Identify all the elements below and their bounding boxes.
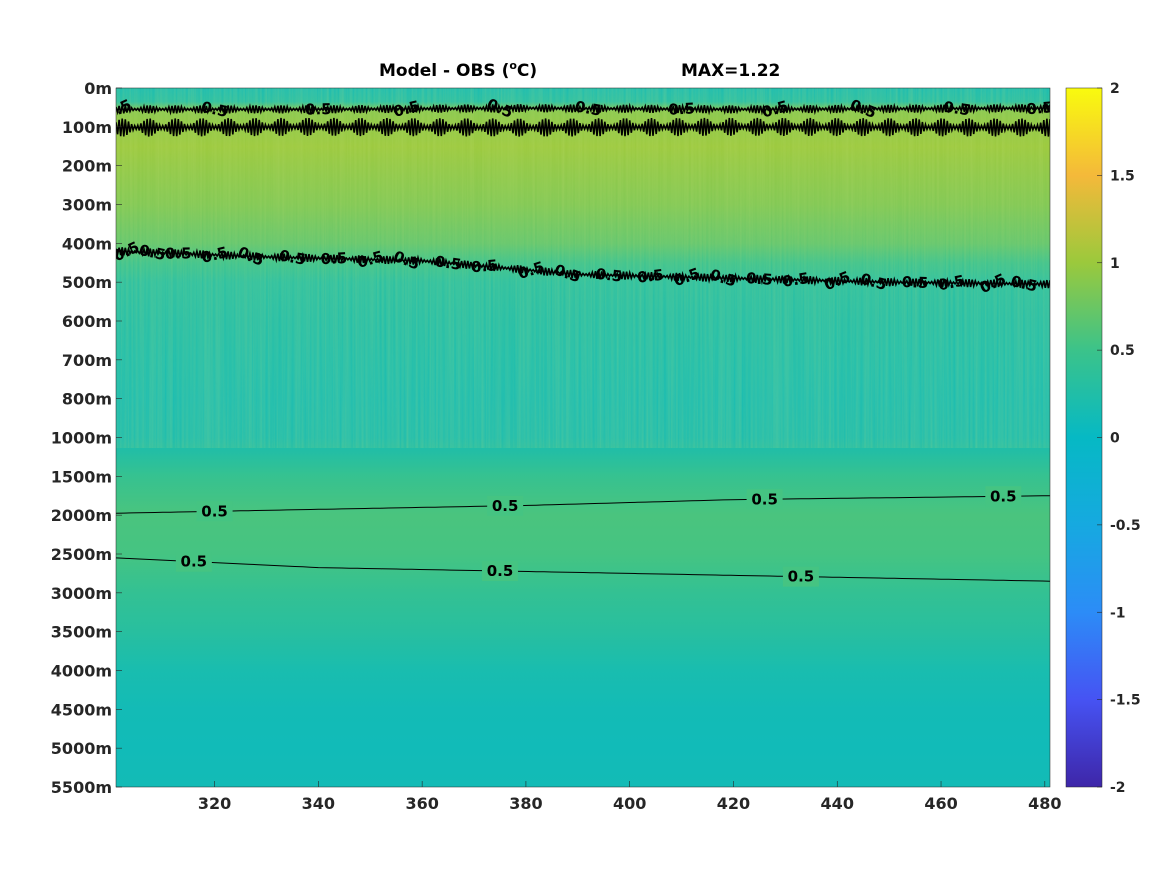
y-tick-label: 800m [62, 390, 112, 409]
y-tick-label: 200m [62, 157, 112, 176]
contour-label: 0.5 [392, 97, 422, 121]
x-tick-label: 400 [613, 794, 646, 813]
colorbar-tick-label: -2 [1110, 780, 1126, 796]
contour-label: 0.5 [751, 490, 778, 508]
contour-label-gap [487, 495, 524, 516]
y-tick-label: 3000m [51, 584, 112, 603]
plot-area: 0.5 0.5 0.5 0.5 0.5 0.5 0.5 0.5 0.5 0.5 0.5 0.5 0.5 0… [115, 87, 1054, 788]
contour-label: 0.5 [1026, 98, 1054, 118]
colorbar-tick-label: -1 [1110, 605, 1126, 621]
x-tick-label: 360 [405, 794, 438, 813]
contour-label: 0.5 [574, 97, 603, 119]
colorbar-tick-label: 0.5 [1110, 343, 1135, 359]
contour-label-gap [196, 501, 233, 522]
x-tick-label: 340 [302, 794, 335, 813]
colorbar-tick-label: 0 [1110, 431, 1120, 447]
y-tick-label: 500m [62, 273, 112, 292]
contour-label-gap [746, 489, 783, 510]
contour-label: 0.5 [942, 98, 971, 120]
contour-label: 0.5 [200, 98, 230, 121]
contour-label-gap [985, 486, 1022, 507]
y-tick-label: 4500m [51, 700, 112, 719]
contour-label: 0.5 [434, 252, 463, 274]
x-axis: 320 340 360 380 400 420 440 460 480 [198, 781, 1062, 813]
colorbar-tick-label: 1.5 [1110, 168, 1135, 184]
x-tick-label: 420 [717, 794, 750, 813]
contour-label: 0.5 [320, 249, 347, 268]
contour-label: 0.5 [746, 269, 774, 289]
y-tick-label: 1500m [51, 467, 112, 486]
contour-label: 0.5 [668, 99, 695, 118]
contour-label: 0.5 [200, 243, 230, 267]
y-tick-label: 300m [62, 196, 112, 215]
y-axis: 0m 100m 200m 300m 400m 500m 600m 700m 800m 1000m 1… [51, 79, 122, 797]
colorbar-tick-label: 1 [1110, 256, 1120, 272]
contour-label-gap [481, 560, 518, 581]
contour-line [116, 246, 1050, 290]
contour-label: 0.5 [595, 265, 623, 286]
x-tick-label: 480 [1028, 794, 1061, 813]
contour-label: 0.5 [201, 502, 228, 520]
colorbar-gradient [1065, 87, 1103, 788]
contour-label: 0.5 [165, 244, 192, 262]
contour-label: 0.5 [278, 246, 307, 268]
colorbar: 2 1.5 1 0.5 0 -0.5 -1 -1.5 -2 [1065, 81, 1141, 796]
y-tick-label: 100m [62, 118, 112, 137]
y-tick-label: 4000m [51, 662, 112, 681]
y-tick-label: 2500m [51, 545, 112, 564]
contour-label: 0.5 [990, 487, 1017, 505]
y-tick-label: 700m [62, 351, 112, 370]
contour-label: 0.5 [492, 497, 519, 515]
contour-line [116, 102, 1050, 116]
contour-label: 0.5 [305, 100, 332, 118]
y-tick-label: 2000m [51, 506, 112, 525]
chart-title: Model - OBS (oC) [379, 59, 537, 81]
colorbar-tick-label: -1.5 [1110, 693, 1141, 709]
x-tick-label: 320 [198, 794, 231, 813]
y-tick-label: 5500m [51, 778, 112, 797]
y-tick-label: 400m [62, 234, 112, 253]
contour-label: 0.5 [487, 562, 514, 580]
contour-label: 0.5 [636, 266, 665, 287]
y-tick-label: 600m [62, 312, 112, 331]
y-tick-label: 5000m [51, 739, 112, 758]
contour-label: 0.5 [181, 553, 208, 571]
contour-label-gap [782, 566, 819, 587]
x-tick-label: 380 [509, 794, 542, 813]
title-unit-suffix: C) [517, 61, 537, 81]
y-tick-label: 1000m [51, 429, 112, 448]
contour-label-gap [175, 551, 212, 572]
contour-label: 0.5 [901, 273, 928, 292]
y-tick-label: 3500m [51, 623, 112, 642]
contour-label: 0.5 [470, 256, 498, 276]
y-tick-label: 0m [84, 79, 112, 98]
contour-label: 0.5 [937, 272, 967, 295]
contour-label: 0.5 [1009, 272, 1039, 296]
heatmap-streaks [116, 88, 1050, 448]
x-tick-label: 460 [924, 794, 957, 813]
colorbar-ticks: 2 1.5 1 0.5 0 -0.5 -1 -1.5 -2 [1097, 81, 1141, 796]
contour-label: 0.5 [137, 241, 167, 264]
colorbar-tick-label: 2 [1110, 81, 1120, 97]
colorbar-tick-label: -0.5 [1110, 518, 1141, 534]
contour-line [116, 117, 1050, 137]
contour-label: 0.5 [781, 269, 810, 291]
contour-label: 0.5 [788, 568, 815, 586]
x-tick-label: 440 [821, 794, 854, 813]
contour-line [116, 495, 1050, 514]
contour-line [116, 557, 1050, 582]
max-label: MAX=1.22 [681, 61, 780, 81]
title-unit-superscript: o [509, 59, 517, 72]
